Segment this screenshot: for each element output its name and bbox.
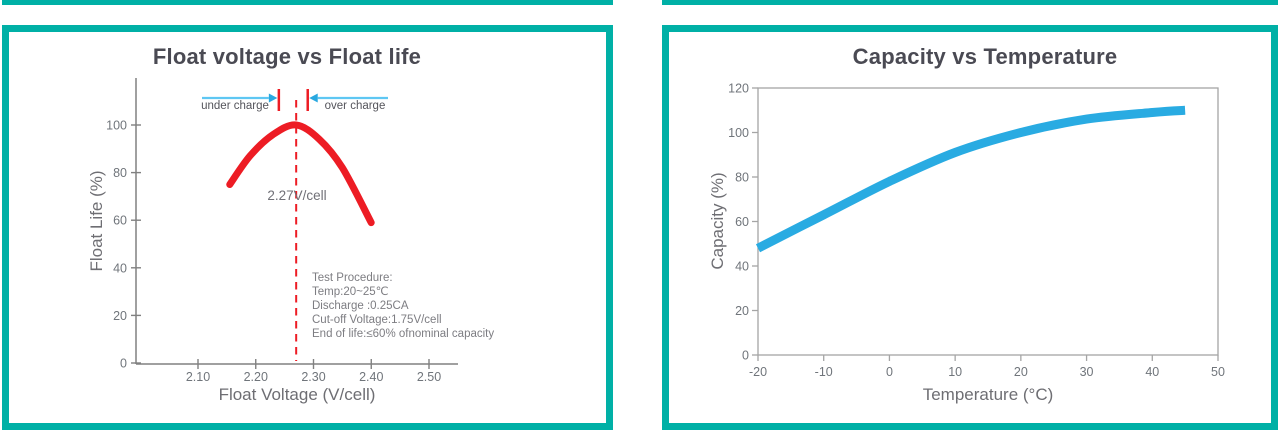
x-tick-label: -10 <box>815 365 833 379</box>
x-tick-label: 10 <box>948 365 962 379</box>
x-tick-label: 40 <box>1145 365 1159 379</box>
y-tick-label: 120 <box>728 82 749 96</box>
note-line: Discharge :0.25CA <box>312 300 409 312</box>
y-axis-label: Capacity (%) <box>708 172 727 270</box>
y-tick-label: 40 <box>113 261 127 275</box>
capacity-plot: -20 -10 0 10 20 30 40 50 0 20 40 60 80 100 120 <box>728 82 1225 380</box>
peak-voltage-label: 2.27V/cell <box>267 188 327 203</box>
y-tick-label: 80 <box>735 171 749 185</box>
x-tick-label: 2.40 <box>359 370 383 384</box>
x-tick-label: 2.10 <box>186 370 210 384</box>
arrow-right-icon <box>268 93 278 103</box>
y-tick-label: 40 <box>735 260 749 274</box>
float-life-plot: 2.10 2.20 2.30 2.40 2.50 0 20 40 60 80 100 <box>106 78 458 384</box>
top-accent-bar-right <box>662 0 1278 5</box>
y-axis-label: Float Life (%) <box>87 170 106 272</box>
x-axis-label: Temperature (°C) <box>922 385 1054 404</box>
x-tick-label: 20 <box>1014 365 1028 379</box>
chart-title: Capacity vs Temperature <box>852 44 1118 69</box>
x-tick-label: -20 <box>749 365 767 379</box>
note-line: End of life:≤60% ofnominal capacity <box>312 328 495 340</box>
x-tick-label: 50 <box>1211 365 1225 379</box>
float-life-panel: 2.10 2.20 2.30 2.40 2.50 0 20 40 60 80 100 Float v… <box>2 25 613 430</box>
x-tick-label: 2.20 <box>244 370 268 384</box>
y-tick-label: 80 <box>113 166 127 180</box>
x-tick-label: 0 <box>886 365 893 379</box>
y-tick-label: 100 <box>106 119 127 133</box>
arrow-left-icon <box>309 93 318 103</box>
capacity-panel: -20 -10 0 10 20 30 40 50 0 20 40 60 80 100 120 Capacit… <box>662 25 1278 430</box>
note-line: Temp:20~25℃ <box>312 286 389 298</box>
series-curve-float-life <box>226 121 375 227</box>
note-line: Test Procedure: <box>312 272 393 284</box>
y-tick-label: 0 <box>120 357 127 371</box>
test-procedure-notes: Test Procedure: Temp:20~25℃ Discharge :0… <box>312 271 597 341</box>
x-tick-label: 2.50 <box>417 370 441 384</box>
y-tick-label: 0 <box>742 349 749 363</box>
y-tick-label: 60 <box>113 214 127 228</box>
y-tick-label: 100 <box>728 126 749 140</box>
x-axis-label: Float Voltage (V/cell) <box>218 385 376 404</box>
chart-title: Float voltage vs Float life <box>152 44 422 69</box>
plot-frame <box>757 87 1219 356</box>
series-curve-capacity <box>755 105 1186 253</box>
y-tick-label: 20 <box>735 304 749 318</box>
y-tick-label: 20 <box>113 309 127 323</box>
top-accent-bar-left <box>2 0 613 5</box>
x-tick-label: 30 <box>1080 365 1094 379</box>
y-tick-label: 60 <box>735 215 749 229</box>
under-charge-label: under charge <box>201 100 269 112</box>
over-charge-label: over charge <box>324 100 386 112</box>
note-line: Cut-off Voltage:1.75V/cell <box>312 314 442 326</box>
x-tick-label: 2.30 <box>301 370 325 384</box>
